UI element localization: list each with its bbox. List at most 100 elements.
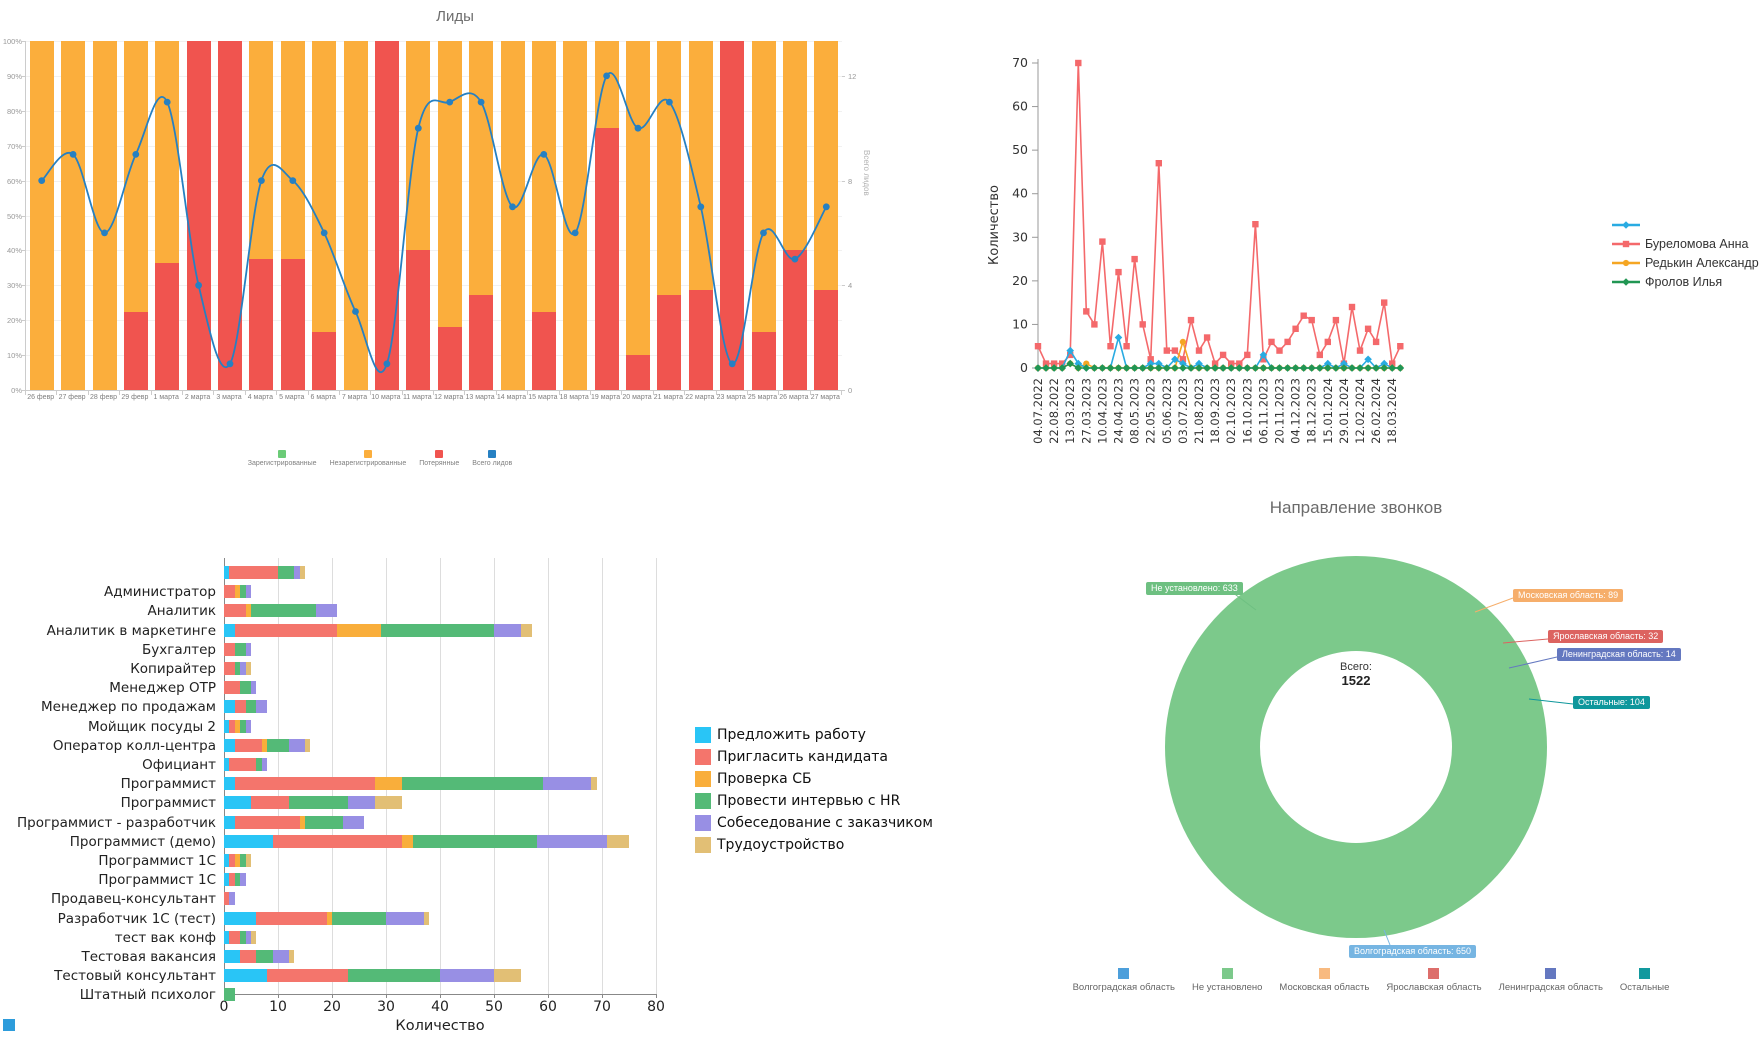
leads-unregistered-segment[interactable] — [657, 41, 682, 295]
vacancies-bar-segment[interactable] — [261, 758, 268, 771]
leads-unregistered-segment[interactable] — [751, 41, 776, 332]
calls-legend-item[interactable]: Не установлено — [1192, 968, 1262, 993]
vacancies-bar-segment[interactable] — [234, 873, 241, 887]
leads-bar[interactable] — [61, 41, 86, 390]
vacancies-bar-segment[interactable] — [591, 777, 597, 791]
vacancies-bar-segment[interactable] — [256, 911, 327, 925]
vacancies-bar-segment[interactable] — [272, 834, 403, 848]
leads-lost-segment[interactable] — [437, 326, 462, 390]
leads-bar[interactable] — [374, 41, 399, 390]
calls-callout[interactable]: Волгоградская область: 650 — [1349, 945, 1477, 958]
vacancies-bar-segment[interactable] — [348, 969, 440, 983]
vacancies-bar-segment[interactable] — [224, 854, 230, 867]
vacancies-bar-segment[interactable] — [299, 815, 305, 829]
vacancies-bar-segment[interactable] — [224, 815, 235, 829]
vacancies-bar-segment[interactable] — [542, 777, 592, 791]
leads-lost-segment[interactable] — [123, 312, 148, 390]
vacancies-bar-segment[interactable] — [240, 662, 246, 675]
leads-unregistered-segment[interactable] — [312, 41, 337, 332]
leads-unregistered-segment[interactable] — [594, 41, 619, 129]
vacancies-bar-segment[interactable] — [251, 681, 257, 695]
vacancies-bar-segment[interactable] — [224, 911, 257, 925]
vacancies-bar-segment[interactable] — [224, 930, 230, 944]
leads-bar[interactable] — [531, 41, 556, 390]
vacancies-bar-segment[interactable] — [245, 662, 251, 675]
vacancies-bar-segment[interactable] — [224, 662, 235, 675]
leads-lost-segment[interactable] — [782, 250, 807, 390]
vacancies-legend-item[interactable]: Пригласить кандидата — [695, 749, 933, 765]
vacancies-bar-segment[interactable] — [402, 777, 543, 791]
vacancies-bar-segment[interactable] — [413, 834, 538, 848]
vacancies-bar-segment[interactable] — [229, 930, 241, 944]
leads-unregistered-segment[interactable] — [469, 41, 494, 295]
calls-legend-item[interactable]: Московская область — [1279, 968, 1369, 993]
leads-lost-segment[interactable] — [531, 312, 556, 390]
vacancies-bar-segment[interactable] — [245, 604, 251, 618]
vacancies-bar-segment[interactable] — [240, 854, 246, 867]
leads-bar[interactable] — [594, 41, 619, 390]
vacancies-bar-segment[interactable] — [256, 950, 273, 963]
vacancies-bar-segment[interactable] — [229, 873, 235, 887]
vacancies-bar-segment[interactable] — [245, 642, 251, 656]
calls-callout[interactable]: Остальные: 104 — [1573, 696, 1650, 709]
vacancies-bar-segment[interactable] — [229, 719, 235, 733]
managers-legend-item[interactable] — [1611, 215, 1759, 234]
calls-callout[interactable]: Ярославская область: 32 — [1548, 630, 1664, 643]
vacancies-bar-segment[interactable] — [240, 950, 257, 963]
leads-total-line[interactable] — [26, 41, 842, 390]
leads-bar[interactable] — [29, 41, 54, 390]
managers-series[interactable] — [1034, 59, 1404, 367]
leads-bar[interactable] — [657, 41, 682, 390]
leads-lost-segment[interactable] — [626, 355, 650, 390]
vacancies-legend-item[interactable]: Собеседование с заказчиком — [695, 815, 933, 831]
calls-callout[interactable]: Не установлено: 633 — [1146, 582, 1243, 595]
vacancies-bar-segment[interactable] — [229, 892, 235, 906]
vacancies-bar-segment[interactable] — [224, 969, 268, 983]
leads-bar[interactable] — [751, 41, 776, 390]
vacancies-bar-segment[interactable] — [537, 834, 608, 848]
calls-legend-item[interactable]: Ленинградская область — [1499, 968, 1603, 993]
vacancies-bar-segment[interactable] — [288, 796, 349, 810]
vacancies-bar-segment[interactable] — [234, 700, 246, 714]
vacancies-bar-segment[interactable] — [224, 777, 235, 791]
vacancies-bar-segment[interactable] — [299, 566, 305, 579]
leads-unregistered-segment[interactable] — [437, 41, 462, 327]
vacancies-bar-segment[interactable] — [234, 854, 241, 867]
vacancies-bar-segment[interactable] — [494, 623, 521, 637]
vacancies-bar-segment[interactable] — [256, 758, 262, 771]
vacancies-bar-segment[interactable] — [267, 969, 349, 983]
leads-unregistered-segment[interactable] — [531, 41, 556, 313]
leads-unregistered-segment[interactable] — [92, 41, 117, 390]
leads-lost-segment[interactable] — [280, 259, 305, 390]
leads-bar[interactable] — [563, 41, 588, 390]
leads-unregistered-segment[interactable] — [280, 41, 305, 260]
leads-legend-item[interactable]: Незарегистрированные — [330, 450, 406, 467]
vacancies-bar-segment[interactable] — [229, 758, 257, 771]
leads-bar[interactable] — [280, 41, 305, 390]
vacancies-bar-segment[interactable] — [224, 719, 230, 733]
vacancies-bar-segment[interactable] — [272, 950, 289, 963]
vacancies-bar-segment[interactable] — [326, 911, 332, 925]
vacancies-bar-segment[interactable] — [240, 930, 246, 944]
calls-donut[interactable]: Всего: 1522 — [1165, 556, 1547, 938]
vacancies-bar-segment[interactable] — [224, 892, 230, 906]
managers-series[interactable] — [1034, 359, 1405, 372]
leads-unregistered-segment[interactable] — [563, 41, 588, 390]
leads-bar[interactable] — [626, 41, 650, 390]
leads-bar[interactable] — [406, 41, 431, 390]
vacancies-bar-segment[interactable] — [245, 719, 251, 733]
vacancies-bar-segment[interactable] — [251, 796, 289, 810]
vacancies-bar-segment[interactable] — [224, 642, 235, 656]
vacancies-bar-segment[interactable] — [375, 777, 403, 791]
vacancies-bar-segment[interactable] — [240, 719, 246, 733]
vacancies-bar-segment[interactable] — [256, 700, 268, 714]
vacancies-bar-segment[interactable] — [229, 854, 235, 867]
vacancies-bar-segment[interactable] — [224, 834, 273, 848]
vacancies-bar-segment[interactable] — [229, 566, 278, 579]
vacancies-bar-segment[interactable] — [234, 623, 338, 637]
vacancies-bar-segment[interactable] — [375, 796, 403, 810]
vacancies-bar-segment[interactable] — [494, 969, 521, 983]
vacancies-bar-segment[interactable] — [234, 738, 262, 752]
vacancies-bar-segment[interactable] — [607, 834, 629, 848]
vacancies-bar-segment[interactable] — [224, 566, 230, 579]
